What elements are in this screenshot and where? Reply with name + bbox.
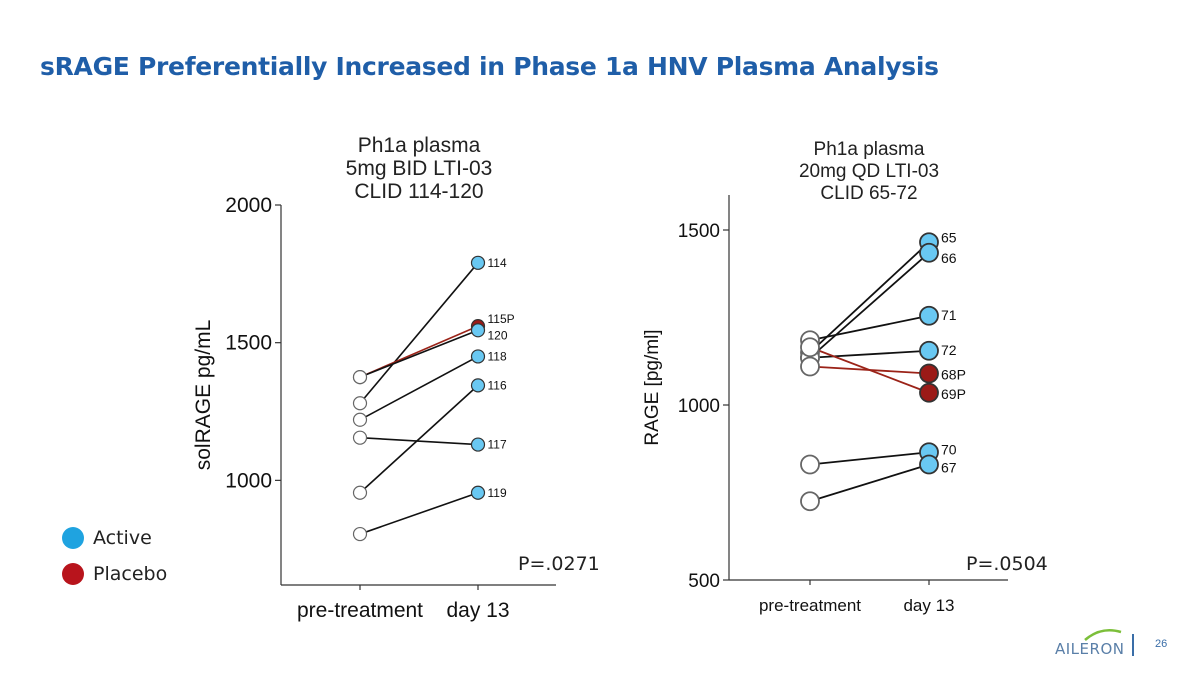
day13-marker-67	[919, 454, 939, 475]
chart-title-line: 20mg QD LTI-03	[799, 161, 939, 182]
slide-title: sRAGE Preferentially Increased in Phase …	[40, 52, 939, 81]
y-tick-label: 1000	[225, 469, 272, 492]
y-tick-label: 1500	[225, 332, 272, 355]
point-label-72: 72	[941, 342, 957, 358]
x-tick-label: day 13	[903, 596, 954, 615]
logo-swoosh-icon	[1084, 629, 1122, 641]
x-tick-label: day 13	[446, 599, 509, 622]
pre-marker-117	[352, 430, 368, 445]
point-label-67: 67	[941, 460, 957, 476]
series-line-119	[359, 491, 479, 535]
y-axis-label: solRAGE pg/mL	[192, 320, 215, 471]
day13-marker-116	[470, 378, 486, 393]
day13-marker-72	[919, 340, 939, 361]
point-label-120: 120	[488, 328, 508, 342]
chart-title-line: Ph1a plasma	[358, 134, 481, 157]
day13-marker-120	[470, 323, 486, 338]
chart-title-line: CLID 114-120	[354, 180, 483, 203]
day13-marker-119	[470, 485, 486, 500]
series-line-118	[359, 355, 479, 421]
chart-title-line: CLID 65-72	[820, 183, 917, 204]
legend-item-active: Active	[62, 520, 167, 556]
legend-label-active: Active	[93, 527, 152, 549]
series-line-120	[359, 329, 479, 378]
y-axis-label: RAGE [pg/ml]	[642, 329, 663, 445]
pre-marker-119	[352, 526, 368, 542]
point-label-115P: 115P	[488, 312, 515, 326]
footer: AILERON 26	[1055, 629, 1175, 664]
point-label-66: 66	[941, 250, 957, 266]
series-line-116	[359, 384, 479, 494]
p-value-left: P=.0271	[518, 553, 600, 575]
day13-marker-69P	[919, 382, 939, 403]
series-line-70	[809, 451, 930, 466]
point-label-71: 71	[941, 307, 957, 323]
x-tick-label: pre-treatment	[297, 599, 423, 622]
y-tick-label: 500	[688, 571, 720, 592]
day13-marker-118	[470, 349, 486, 364]
series-line-69P	[809, 346, 930, 394]
page-number: 26	[1155, 638, 1168, 650]
series-line-66	[809, 252, 930, 359]
pre-marker-120	[352, 370, 368, 385]
point-label-117: 117	[488, 438, 507, 452]
y-tick-label: 2000	[225, 194, 272, 217]
chart-title-line: 5mg BID LTI-03	[346, 157, 493, 180]
day13-marker-114	[470, 255, 486, 270]
y-tick-label: 1500	[678, 221, 720, 242]
series-line-67	[809, 463, 930, 503]
point-label-69P: 69P	[941, 386, 966, 402]
series-line-72	[809, 349, 930, 359]
day13-marker-66	[919, 242, 939, 263]
company-logo: AILERON	[1055, 640, 1125, 658]
pre-marker-70	[800, 454, 820, 475]
pre-marker-114	[352, 396, 368, 411]
legend: Active Placebo	[62, 520, 167, 592]
series-line-65	[809, 241, 930, 354]
point-label-65: 65	[941, 229, 957, 245]
series-line-117	[359, 436, 479, 446]
point-label-68P: 68P	[941, 367, 966, 383]
legend-item-placebo: Placebo	[62, 556, 167, 592]
day13-marker-71	[919, 305, 939, 326]
pre-marker-67	[800, 491, 820, 512]
series-line-114	[359, 262, 479, 404]
point-label-118: 118	[488, 349, 507, 363]
series-line-71	[809, 314, 930, 342]
pre-marker-118	[352, 412, 368, 427]
pre-marker-68P	[800, 356, 820, 377]
pre-marker-116	[352, 485, 368, 500]
legend-swatch-placebo	[62, 563, 84, 585]
day13-marker-117	[470, 437, 486, 452]
legend-label-placebo: Placebo	[93, 563, 168, 585]
point-label-119: 119	[488, 486, 507, 500]
day13-marker-68P	[919, 363, 939, 384]
x-tick-label: pre-treatment	[759, 596, 861, 615]
y-tick-label: 1000	[678, 396, 720, 417]
point-label-114: 114	[488, 256, 507, 270]
chart-title-line: Ph1a plasma	[814, 139, 925, 160]
point-label-70: 70	[941, 441, 957, 457]
p-value-right: P=.0504	[966, 553, 1048, 575]
footer-divider	[1132, 634, 1134, 656]
legend-swatch-active	[62, 527, 84, 549]
pre-marker-69P	[800, 337, 820, 358]
point-label-116: 116	[488, 378, 507, 392]
